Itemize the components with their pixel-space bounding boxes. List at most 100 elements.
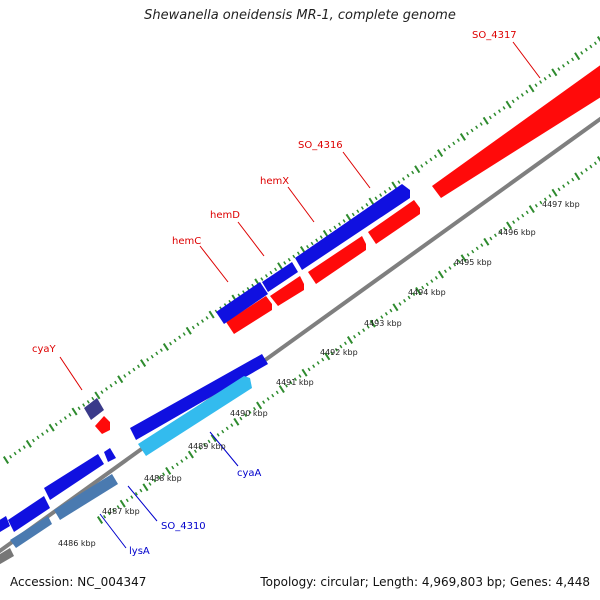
major-tick [208,310,215,319]
minor-tick [498,230,502,234]
minor-tick [343,341,347,346]
minor-tick [406,173,410,178]
major-tick [142,483,149,492]
minor-tick [150,354,154,359]
major-tick [574,52,581,61]
minor-tick [200,319,204,323]
minor-tick [182,332,186,336]
gene-lysa-block[interactable] [54,474,118,520]
minor-tick [580,171,584,175]
minor-tick [452,141,456,146]
minor-tick [571,177,575,182]
minor-tick [41,432,45,436]
gene-hemd-block[interactable] [262,262,298,292]
map-title: Shewanella oneidensis MR-1, complete gen… [144,8,456,23]
major-tick [119,499,126,508]
minor-tick [493,112,497,117]
minor-tick [45,429,49,433]
major-tick [368,197,375,206]
gene-so-4317-arrow[interactable] [432,64,600,198]
gene-label-cyaa[interactable]: cyaA [237,468,262,479]
major-tick [117,375,124,384]
gene-label-so-4316[interactable]: SO_4316 [298,140,343,151]
gene-hemd-arrow[interactable] [270,276,304,306]
minor-tick [493,233,497,238]
forward-leader-lines [99,431,239,549]
gene-hemx-block[interactable] [295,184,410,270]
major-tick [369,319,376,328]
major-tick [415,286,422,295]
kbp-label: 4488 kbp [144,474,182,483]
gene-hemx-arrow[interactable] [308,236,366,284]
minor-tick [146,358,150,362]
gene-lysa-tail[interactable] [10,516,52,548]
minor-tick [100,390,104,394]
minor-tick [289,380,293,385]
major-tick [505,100,512,109]
minor-tick [109,383,113,388]
major-tick [233,417,240,426]
gene-forward-4488b-arrow[interactable] [104,448,116,462]
kbp-label: 4491 kbp [276,378,314,387]
gene-so-4316-arrow[interactable] [368,200,420,244]
minor-tick [284,384,288,388]
gene-label-hemx[interactable]: hemX [260,176,289,187]
minor-tick [198,446,202,450]
gene-cyay-block[interactable] [84,398,104,420]
minor-tick [356,209,360,213]
gene-label-hemd[interactable]: hemD [210,210,240,221]
minor-tick [589,164,593,169]
gene-label-so-4317[interactable]: SO_4317 [472,30,517,41]
minor-tick [339,344,343,349]
minor-tick [584,168,588,172]
minor-tick [351,212,355,217]
major-tick [460,254,467,263]
minor-tick [333,225,337,230]
major-tick [71,407,78,416]
minor-tick [18,448,22,453]
gene-label-hemc[interactable]: hemC [172,236,201,247]
minor-tick [193,449,197,454]
gene-forward-4488a-block[interactable] [44,454,104,500]
kbp-label: 4490 kbp [230,409,268,418]
kbp-label: 4496 kbp [498,228,536,237]
gene-label-lysa[interactable]: lysA [129,546,150,557]
minor-tick [54,422,58,427]
major-tick [596,36,600,42]
minor-tick [148,482,152,486]
gene-cyaa-arrow[interactable] [138,376,252,456]
minor-tick [334,348,338,352]
minor-tick [424,161,428,165]
minor-tick [539,80,543,84]
major-tick [506,221,513,230]
minor-tick [448,266,452,270]
minor-tick [456,138,460,142]
minor-tick [63,416,67,420]
gene-label-so-4310[interactable]: SO_4310 [161,521,206,532]
minor-tick [375,318,379,323]
minor-tick [298,374,302,378]
minor-tick [388,186,392,191]
gene-label-cyay[interactable]: cyaY [32,344,57,355]
major-tick [185,326,192,335]
major-tick [459,132,466,141]
major-tick [301,368,308,377]
reverse-leader-lines [59,41,541,391]
major-tick [414,165,421,174]
major-tick [437,270,444,279]
gene-cyay-arrow[interactable] [95,416,110,434]
gene-hemc-arrow[interactable] [226,296,272,334]
minor-tick [153,478,157,483]
major-tick [256,401,263,410]
gene-hemc-block[interactable] [216,282,268,324]
minor-tick [86,400,90,404]
gene-forward-edge-block[interactable] [0,516,10,538]
minor-tick [420,164,424,168]
gene-forward-4490-block[interactable] [130,354,268,440]
gene-forward-4487-block[interactable] [8,496,50,532]
minor-tick [91,396,95,401]
minor-tick [173,338,177,343]
minor-tick [271,393,275,398]
major-tick [94,391,101,400]
minor-tick [230,423,234,427]
